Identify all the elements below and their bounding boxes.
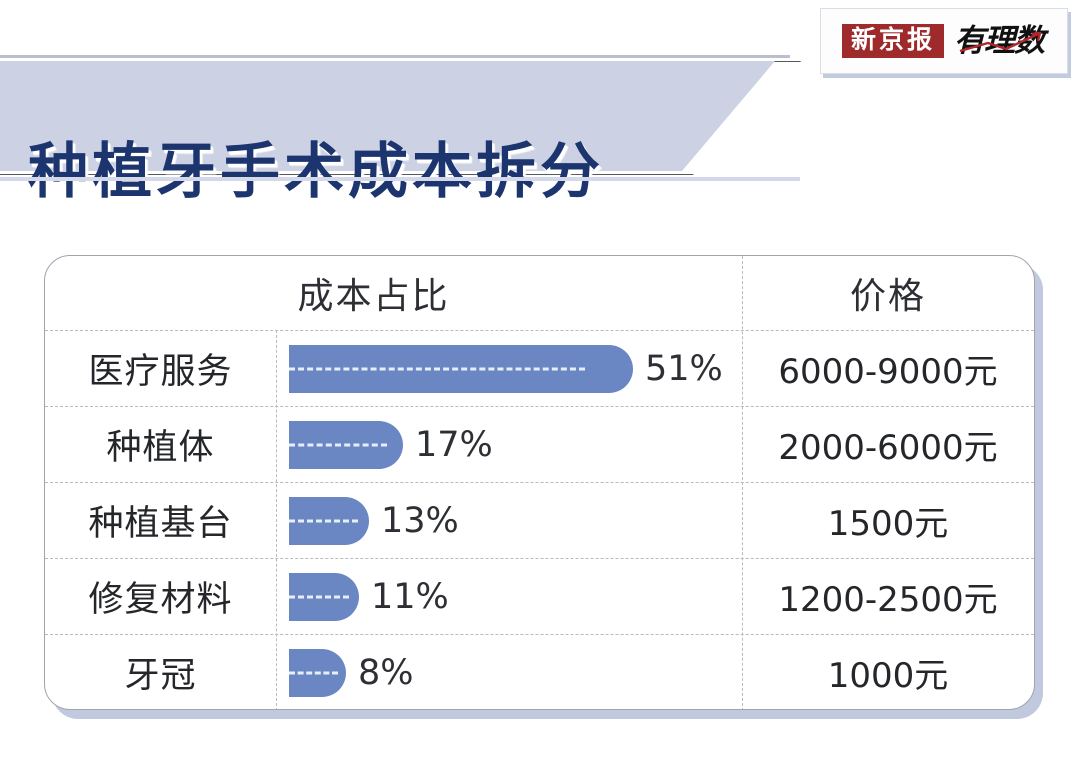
banner-rule-top xyxy=(0,55,790,58)
title-banner: 种植牙手术成本拆分 xyxy=(0,55,820,207)
publisher-logo: 新京报 xyxy=(841,23,944,59)
row-bar-cell: 8% xyxy=(276,635,742,710)
bar-value-label: 11% xyxy=(371,576,449,617)
bar-value-label: 51% xyxy=(645,348,723,389)
page-title: 种植牙手术成本拆分 xyxy=(28,137,604,207)
bar-center-dash xyxy=(289,671,339,674)
row-bar-cell: 11% xyxy=(276,559,742,635)
brand-logo: 新京报 有理数 xyxy=(820,8,1068,74)
brand-wordmark: 有理数 xyxy=(952,22,1046,59)
table-row: 牙冠 8% 1000元 xyxy=(45,634,1034,710)
row-label: 医疗服务 xyxy=(88,352,233,392)
bar-center-dash xyxy=(289,367,585,370)
row-price: 1200-2500元 xyxy=(778,580,998,620)
row-label: 牙冠 xyxy=(124,656,197,696)
bar-fill xyxy=(289,420,403,469)
bar-value-label: 8% xyxy=(358,652,414,693)
row-price: 6000-9000元 xyxy=(778,352,998,392)
header-price: 价格 xyxy=(849,276,926,317)
bar-value-label: 17% xyxy=(415,424,493,465)
bar-center-dash xyxy=(289,519,358,522)
table-row: 种植基台 13% 1500元 xyxy=(45,482,1034,558)
row-label: 种植体 xyxy=(106,428,215,468)
bar-center-dash xyxy=(289,595,350,598)
banner-rule-bottom xyxy=(0,177,800,181)
header-cost-share: 成本占比 xyxy=(297,276,450,317)
table-row: 种植体 17% 2000-6000元 xyxy=(45,406,1034,482)
banner-shape xyxy=(0,61,775,171)
column-divider-price xyxy=(742,256,743,709)
column-divider-label xyxy=(276,330,277,709)
brand-wordmark-text: 有理数 xyxy=(954,22,1045,59)
row-price: 1500元 xyxy=(827,504,949,544)
table-header-row: 成本占比 价格 xyxy=(45,256,1034,330)
row-price: 1000元 xyxy=(827,656,949,696)
row-label: 修复材料 xyxy=(88,580,233,620)
bar-value-label: 13% xyxy=(381,500,459,541)
bar-center-dash xyxy=(289,443,388,446)
row-price: 2000-6000元 xyxy=(778,428,998,468)
cost-breakdown-table: 成本占比 价格 医疗服务 51% 6000-9000元 种植体 17% 2000… xyxy=(44,255,1035,710)
row-bar-cell: 17% xyxy=(276,407,742,483)
row-bar-cell: 51% xyxy=(276,331,742,407)
bar-fill xyxy=(289,648,346,697)
bar-fill xyxy=(289,496,369,545)
row-bar-cell: 13% xyxy=(276,483,742,559)
table-row: 修复材料 11% 1200-2500元 xyxy=(45,558,1034,634)
bar-fill xyxy=(289,344,633,393)
table-row: 医疗服务 51% 6000-9000元 xyxy=(45,330,1034,406)
row-label: 种植基台 xyxy=(88,504,233,544)
bar-fill xyxy=(289,572,359,621)
